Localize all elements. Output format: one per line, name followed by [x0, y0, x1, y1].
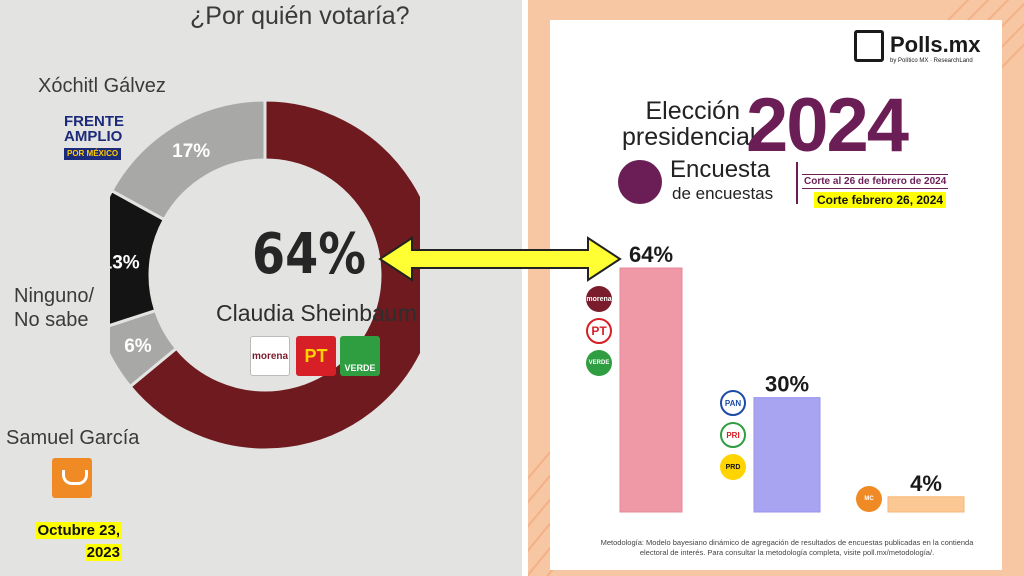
bar-value-label: 30%	[765, 372, 809, 397]
encuesta-subtitle: de encuestas	[672, 184, 774, 203]
morena-badge: morena	[250, 336, 290, 376]
morena-circle-icon: morena	[586, 286, 612, 312]
frente-logo-line2: AMPLIO	[64, 128, 123, 145]
corte-date: Corte al 26 de febrero de 2024	[802, 174, 949, 189]
brand-subtitle: by Político MX · ResearchLand	[890, 58, 973, 64]
date-label-left: Octubre 23, 2023	[10, 520, 122, 564]
donut-slice-label: 13%	[110, 252, 140, 273]
verde-badge: VERDE	[340, 336, 380, 376]
brand-name: Polls.mx	[890, 32, 981, 57]
date-line2: 2023	[84, 544, 122, 561]
pan-circle-icon: PAN	[720, 390, 746, 416]
ninguno-line1: Ninguno/	[14, 285, 95, 307]
election-year: 2024	[746, 83, 909, 168]
donut-slice-label: 17%	[172, 141, 210, 162]
frente-amplio-logo: FRENTE AMPLIO POR MÉXICO	[64, 114, 140, 160]
pt-badge: PT	[296, 336, 336, 376]
xochitl-name: Xóchitl Gálvez	[38, 75, 166, 97]
right-panel: Polls.mx by Político MX · ResearchLand E…	[528, 0, 1024, 576]
encuesta-bars-icon	[618, 160, 662, 204]
bar-chart: 64% 30% 4%	[619, 242, 965, 513]
center-candidate-name: Claudia Sheinbaum	[216, 300, 417, 326]
bar	[887, 496, 965, 513]
bar	[619, 267, 683, 513]
frente-logo-line3: POR MÉXICO	[64, 148, 122, 160]
pri-circle-icon: PRI	[720, 422, 746, 448]
divider	[796, 162, 798, 204]
samuel-name: Samuel García	[6, 427, 140, 449]
movimiento-ciudadano-logo-icon	[52, 458, 92, 498]
ninguno-line2: No sabe	[14, 309, 89, 331]
verde-circle-icon: VERDE	[586, 350, 612, 376]
election-title: Elección presidencial	[622, 97, 756, 151]
frente-logo-line1: FRENTE	[64, 113, 124, 130]
corte-date-highlight: Corte febrero 26, 2024	[814, 192, 947, 208]
ninguno-name: Ninguno/ No sabe	[14, 284, 94, 332]
date-line1: Octubre 23,	[35, 522, 122, 539]
pt-circle-icon: PT	[586, 318, 612, 344]
center-percentage: 64%	[252, 222, 366, 287]
title-line1: Elección	[645, 97, 741, 125]
mc-circle-icon: MC	[856, 486, 882, 512]
left-question: ¿Por quién votaría?	[190, 2, 410, 30]
title-line2: presidencial	[622, 123, 756, 151]
bar-value-label: 64%	[629, 242, 673, 267]
bar	[753, 397, 821, 513]
donut-slice	[110, 98, 267, 222]
methodology-note: Metodología: Modelo bayesiano dinámico d…	[600, 538, 974, 557]
infographic-card: Polls.mx by Político MX · ResearchLand E…	[550, 20, 1002, 570]
left-panel: ¿Por quién votaría? Xóchitl Gálvez FRENT…	[0, 0, 522, 576]
encuesta-title: Encuesta	[670, 156, 771, 183]
bar-value-label: 4%	[910, 471, 942, 496]
prd-circle-icon: PRD	[720, 454, 746, 480]
donut-slice-label: 6%	[124, 336, 152, 357]
